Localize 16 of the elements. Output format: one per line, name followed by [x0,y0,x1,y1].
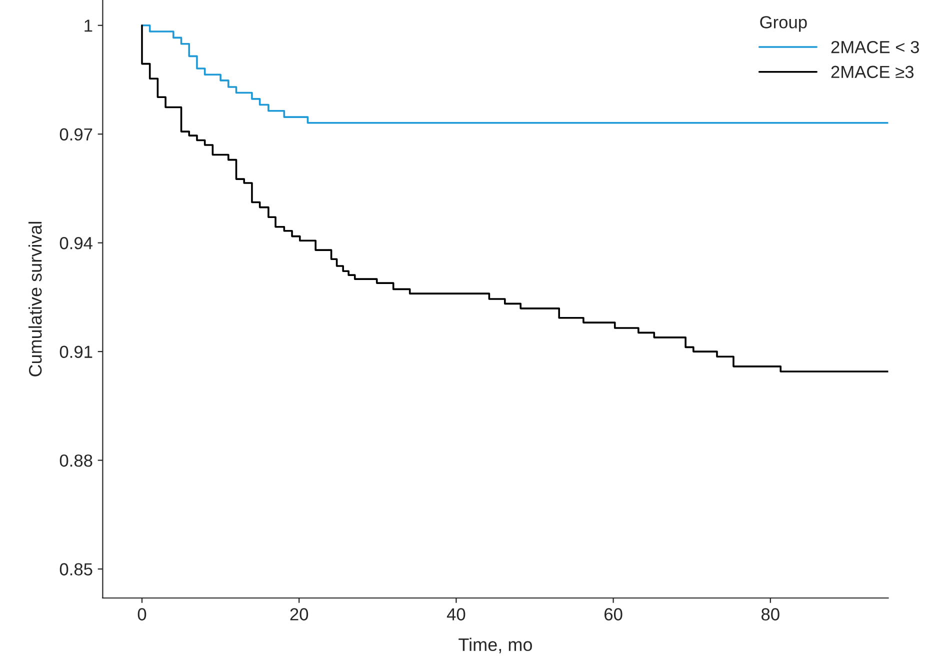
y-tick-label: 0.94 [60,236,92,250]
x-axis-title: Time, mo [458,638,532,654]
legend-label: 2MACE < 3 [831,40,919,54]
y-tick-label: 1 [84,20,92,32]
y-tick-label: 0.88 [60,454,92,467]
y-tick-label: 0.85 [60,563,92,576]
x-tick-label: 40 [446,608,466,620]
legend-label: 2MACE ≥3 [831,66,914,78]
y-axis-title: Cumulative survival [28,222,42,376]
y-tick-label: 0.91 [60,346,92,358]
x-tick-label: 60 [604,608,622,620]
x-tick-label: 0 [138,608,146,620]
x-tick-label: 20 [290,608,308,620]
x-tick-label: 80 [762,608,780,620]
legend-title: Group [760,16,807,32]
y-tick-label: 0.97 [60,128,92,141]
